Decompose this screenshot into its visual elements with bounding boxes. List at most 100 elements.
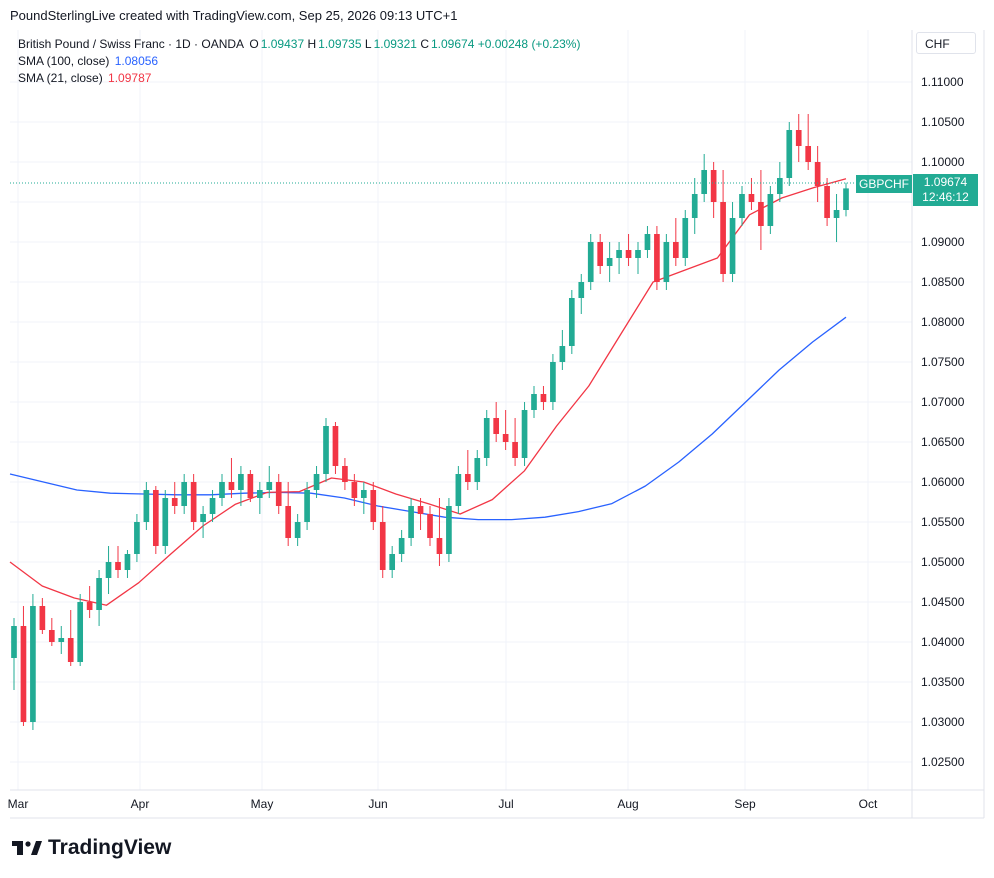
candle[interactable] bbox=[436, 498, 443, 566]
candle[interactable] bbox=[417, 498, 424, 530]
candle[interactable] bbox=[48, 618, 55, 646]
candle[interactable] bbox=[20, 606, 27, 726]
candle[interactable] bbox=[729, 202, 736, 282]
candle[interactable] bbox=[181, 474, 188, 514]
candle-body bbox=[663, 242, 670, 282]
candle[interactable] bbox=[115, 546, 121, 578]
candle[interactable] bbox=[162, 490, 169, 554]
candle[interactable] bbox=[843, 182, 849, 217]
candle[interactable] bbox=[767, 186, 774, 234]
candle[interactable] bbox=[77, 594, 84, 666]
candle[interactable] bbox=[682, 210, 689, 266]
candle[interactable] bbox=[275, 474, 282, 514]
candle[interactable] bbox=[483, 410, 490, 466]
candle[interactable] bbox=[710, 162, 717, 218]
candle[interactable] bbox=[171, 482, 178, 514]
candle[interactable] bbox=[427, 506, 433, 546]
candle[interactable] bbox=[795, 114, 802, 162]
symbol-title[interactable]: British Pound / Swiss Franc · 1D · OANDA bbox=[18, 37, 245, 51]
candle[interactable] bbox=[446, 498, 452, 562]
candle[interactable] bbox=[209, 490, 216, 522]
candle[interactable] bbox=[86, 586, 93, 618]
candle[interactable] bbox=[67, 610, 74, 666]
candle[interactable] bbox=[654, 226, 660, 290]
candle[interactable] bbox=[644, 226, 651, 258]
candle[interactable] bbox=[833, 194, 840, 242]
candle[interactable] bbox=[776, 162, 783, 202]
price-tick-label: 1.04000 bbox=[921, 635, 965, 649]
candle[interactable] bbox=[379, 506, 386, 578]
candle[interactable] bbox=[152, 486, 159, 554]
candle[interactable] bbox=[370, 482, 377, 530]
candle[interactable] bbox=[701, 154, 708, 202]
candle[interactable] bbox=[408, 498, 414, 546]
candle[interactable] bbox=[228, 458, 235, 498]
tradingview-logo-icon bbox=[12, 841, 42, 855]
price-tick-label: 1.10500 bbox=[921, 115, 965, 129]
candle[interactable] bbox=[691, 178, 698, 234]
close-label: C bbox=[420, 37, 429, 51]
candle[interactable] bbox=[597, 234, 604, 274]
candle[interactable] bbox=[531, 386, 537, 418]
candle[interactable] bbox=[805, 114, 812, 170]
candle[interactable] bbox=[512, 418, 518, 466]
candle[interactable] bbox=[814, 146, 821, 202]
candle[interactable] bbox=[720, 170, 726, 282]
candle[interactable] bbox=[389, 546, 396, 578]
candle[interactable] bbox=[672, 218, 679, 266]
candle[interactable] bbox=[332, 422, 339, 474]
candle[interactable] bbox=[11, 618, 17, 690]
candle[interactable] bbox=[455, 466, 462, 514]
candle[interactable] bbox=[587, 234, 594, 290]
candle[interactable] bbox=[635, 242, 641, 274]
candle[interactable] bbox=[96, 570, 102, 626]
candle[interactable] bbox=[464, 450, 471, 490]
candle[interactable] bbox=[663, 234, 670, 290]
candle-body bbox=[105, 562, 112, 578]
candle[interactable] bbox=[559, 330, 566, 370]
candle[interactable] bbox=[285, 482, 292, 546]
candle[interactable] bbox=[219, 474, 225, 506]
candle[interactable] bbox=[134, 514, 140, 562]
candle[interactable] bbox=[30, 594, 36, 730]
candle[interactable] bbox=[550, 354, 556, 410]
candle[interactable] bbox=[351, 474, 358, 506]
candle[interactable] bbox=[323, 418, 329, 482]
candle[interactable] bbox=[502, 410, 509, 450]
candle[interactable] bbox=[342, 458, 348, 490]
candle[interactable] bbox=[39, 598, 46, 634]
candle[interactable] bbox=[739, 186, 745, 226]
candle[interactable] bbox=[758, 170, 764, 250]
candle[interactable] bbox=[247, 470, 254, 502]
candle[interactable] bbox=[360, 482, 367, 514]
candle[interactable] bbox=[474, 450, 481, 490]
candle[interactable] bbox=[568, 290, 575, 354]
candle[interactable] bbox=[606, 242, 613, 282]
candle[interactable] bbox=[294, 514, 301, 546]
candle[interactable] bbox=[105, 546, 112, 594]
candle[interactable] bbox=[540, 386, 547, 410]
sma100-row[interactable]: SMA (100, close) 1.08056 bbox=[18, 53, 580, 70]
candle[interactable] bbox=[266, 466, 273, 498]
candle[interactable] bbox=[304, 482, 310, 530]
candle[interactable] bbox=[578, 274, 585, 314]
candle[interactable] bbox=[124, 550, 131, 578]
candle[interactable] bbox=[398, 530, 405, 562]
candle[interactable] bbox=[256, 482, 263, 514]
sma21-row[interactable]: SMA (21, close) 1.09787 bbox=[18, 70, 580, 87]
candle[interactable] bbox=[493, 402, 500, 442]
candle[interactable] bbox=[521, 402, 528, 466]
currency-selector[interactable]: CHF bbox=[916, 32, 976, 54]
candle[interactable] bbox=[786, 122, 793, 186]
candle[interactable] bbox=[824, 178, 830, 226]
candle[interactable] bbox=[58, 626, 65, 654]
candle[interactable] bbox=[190, 474, 197, 530]
tradingview-logo[interactable]: TradingView bbox=[12, 836, 171, 860]
candle[interactable] bbox=[143, 482, 150, 530]
candle[interactable] bbox=[625, 234, 632, 266]
candle[interactable] bbox=[200, 506, 206, 538]
candle[interactable] bbox=[616, 242, 622, 274]
candle[interactable] bbox=[313, 466, 320, 498]
candle[interactable] bbox=[238, 466, 244, 506]
